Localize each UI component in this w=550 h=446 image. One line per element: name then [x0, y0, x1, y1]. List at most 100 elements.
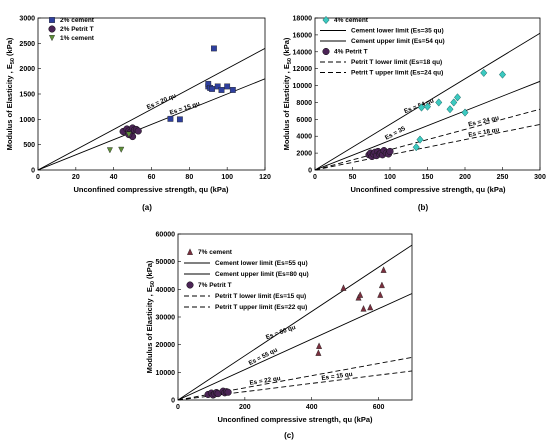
reference-line: [315, 123, 540, 170]
legend-entry-label: Petrit T lower limit (Es=18 qu): [351, 59, 442, 66]
data-point: [360, 305, 367, 312]
data-point: [224, 83, 231, 90]
data-points: [365, 68, 507, 161]
data-point: [423, 102, 432, 111]
y-tick-label: 16000: [293, 32, 313, 39]
y-tick-label: 500: [23, 142, 35, 149]
x-axis-label: Unconfined compressive strength, qu (kPa…: [73, 185, 229, 194]
x-tick-label: 100: [384, 174, 396, 181]
data-point: [417, 103, 426, 112]
x-tick-label: 250: [497, 174, 509, 181]
x-tick-label: 20: [72, 174, 80, 181]
y-tick-label: 8000: [296, 100, 312, 107]
data-point: [229, 87, 236, 93]
legend-marker: [186, 281, 194, 289]
x-axis-label: Unconfined compressive strength, qu (kPa…: [350, 185, 506, 194]
data-point: [125, 131, 132, 138]
data-point: [498, 70, 507, 79]
data-point: [340, 284, 347, 291]
data-point: [380, 266, 387, 273]
legend-marker: [186, 248, 194, 255]
y-tick-label: 4000: [296, 134, 312, 141]
y-tick-label: 6000: [296, 117, 312, 124]
legend-entry-label: Petrit T upper limit (Es=24 qu): [351, 70, 443, 77]
y-axis-label-subscript: 50: [10, 58, 16, 64]
legend-entry-label: Cement lower limit (Es=55 qu): [215, 260, 308, 267]
legend-entry-label: 1% cement: [60, 35, 95, 42]
x-tick-label: 80: [185, 174, 193, 181]
legend-entry-label: 7% Petrit T: [198, 282, 232, 289]
data-point: [224, 388, 232, 396]
reference-line: [315, 32, 540, 170]
reference-line: [38, 78, 265, 170]
data-point: [378, 281, 385, 289]
legend-marker: [49, 17, 55, 23]
data-point: [386, 147, 394, 155]
y-axis-label-main: Modulus of Elasticity , E: [282, 64, 291, 150]
y-axis-label-main: Modulus of Elasticity , E: [145, 287, 154, 373]
x-axis-label: Unconfined compressive strength, qu (kPa…: [217, 415, 373, 424]
data-point: [453, 93, 462, 102]
panel-label: (a): [142, 203, 152, 212]
y-tick-label: 2000: [296, 151, 312, 158]
data-point: [316, 342, 323, 349]
x-tick-label: 50: [349, 174, 357, 181]
reference-line: [178, 244, 412, 400]
panel-label: (b): [418, 203, 429, 212]
data-point: [211, 45, 217, 52]
data-point: [218, 87, 225, 93]
x-tick-label: 120: [259, 174, 271, 181]
y-tick-label: 0: [308, 168, 312, 175]
data-point: [480, 68, 488, 77]
y-tick-label: 60000: [156, 232, 176, 239]
data-point: [176, 116, 183, 123]
y-tick-label: 1500: [19, 92, 35, 99]
data-point: [412, 143, 420, 152]
data-point: [416, 135, 424, 144]
reference-line-label: Es = 55 qu: [248, 347, 279, 368]
y-tick-label: 2000: [19, 66, 35, 73]
legend-entry-label: 2% cement: [60, 17, 95, 24]
x-tick-label: 600: [373, 404, 385, 411]
legend-entry-label: 4% Petrit T: [334, 49, 368, 56]
x-tick-label: 200: [239, 404, 251, 411]
y-tick-label: 18000: [293, 16, 313, 23]
y-tick-label: 14000: [293, 49, 313, 56]
y-axis-label-unit: (kPa): [5, 37, 14, 58]
y-tick-label: 10000: [293, 83, 313, 90]
data-point: [167, 115, 174, 122]
x-tick-label: 200: [459, 174, 471, 181]
legend-entry-label: Petrit T upper limit (Es=22 qu): [215, 304, 307, 311]
y-axis-label-unit: (kPa): [145, 260, 154, 281]
data-point: [461, 108, 469, 117]
legend-marker: [48, 35, 56, 42]
y-tick-label: 50000: [156, 259, 176, 266]
y-axis-label-subscript: 50: [150, 281, 156, 287]
data-point: [118, 146, 125, 153]
chart-panel: 0 20 40 60 80 100 120 0 500 1000 1500 2000 2500 3000 U…: [5, 16, 271, 213]
panel-label: (c): [284, 431, 294, 440]
legend-marker: [322, 15, 330, 25]
legend: 2% cement 2% Petrit T 1% cement: [48, 17, 95, 42]
y-axis-label: Modulus of Elasticity , E50 (kPa): [282, 37, 293, 150]
legend-entry-label: Cement upper limit (Es=80 qu): [215, 271, 309, 278]
reference-lines: [178, 244, 412, 400]
y-tick-label: 1000: [19, 117, 35, 124]
reference-line-label: Es = 22 qu: [249, 375, 281, 387]
reference-lines: [38, 48, 265, 170]
chart-panel: 0 50 100 150 200 250 300 0 2000 4000 6000 8000 10000…: [282, 16, 546, 213]
y-tick-label: 20000: [156, 342, 176, 349]
legend: 7% cement Cement lower limit (Es=55 qu) Ce…: [184, 248, 309, 311]
reference-line: [315, 80, 540, 170]
y-tick-label: 2500: [19, 41, 35, 48]
legend-entry-label: Petrit T lower limit (Es=15 qu): [215, 293, 306, 300]
legend-marker: [322, 47, 330, 56]
x-tick-label: 0: [176, 404, 180, 411]
data-point: [134, 127, 142, 135]
y-tick-label: 12000: [293, 66, 313, 73]
data-points: [106, 45, 236, 154]
reference-line: [178, 370, 412, 400]
y-tick-label: 30000: [156, 315, 176, 322]
y-tick-label: 10000: [156, 370, 176, 377]
